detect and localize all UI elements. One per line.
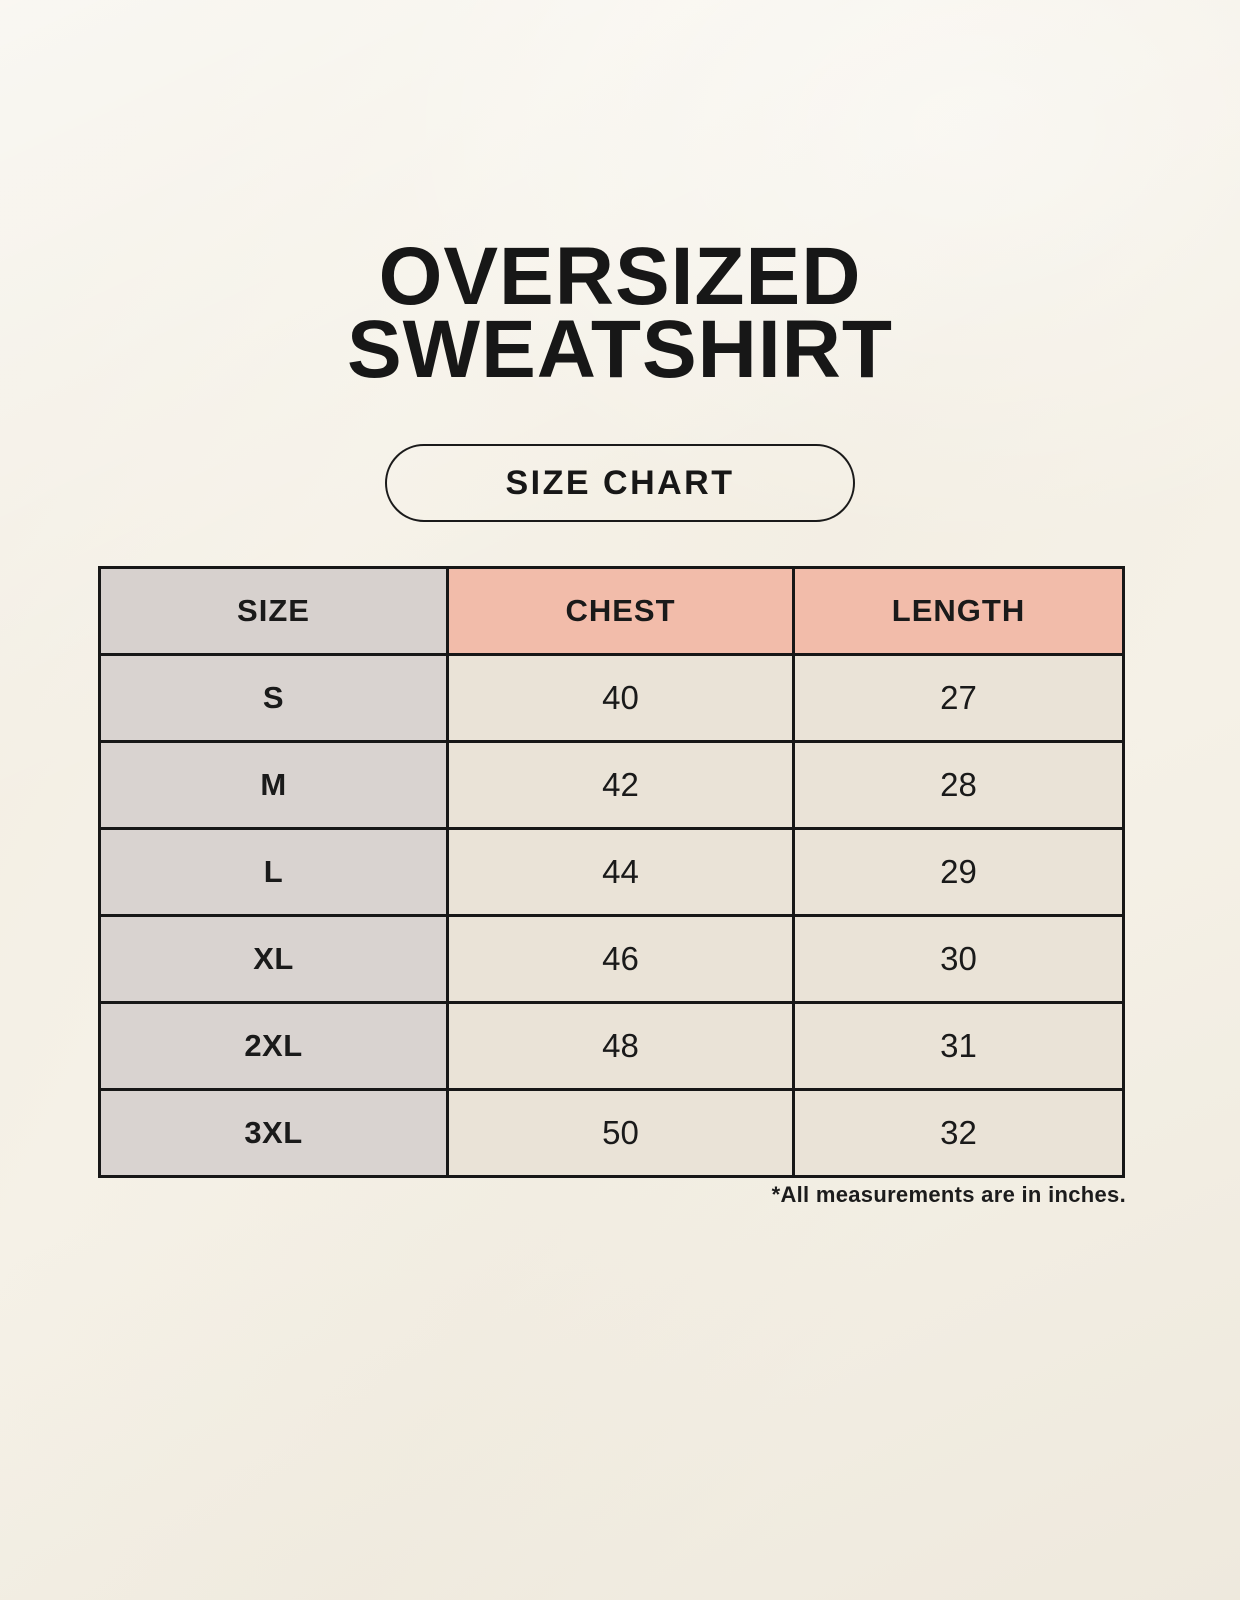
- length-value: 31: [792, 1001, 1125, 1091]
- length-value: 29: [792, 827, 1125, 917]
- table-row-l: L 44 29: [98, 827, 1125, 917]
- measurements-footnote: *All measurements are in inches.: [771, 1182, 1126, 1207]
- size-label: 3XL: [98, 1088, 449, 1178]
- table-header-row: SIZE CHEST LENGTH: [98, 566, 1125, 656]
- length-value: 27: [792, 653, 1125, 743]
- table-row-xl: XL 46 30: [98, 914, 1125, 1004]
- table-row-2xl: 2XL 48 31: [98, 1001, 1125, 1091]
- length-value: 28: [792, 740, 1125, 830]
- length-value: 32: [792, 1088, 1125, 1178]
- size-label: 2XL: [98, 1001, 449, 1091]
- size-chart-badge: SIZE CHART: [385, 444, 855, 522]
- table-row-3xl: 3XL 50 32: [98, 1088, 1125, 1178]
- product-title-line-2: SWEATSHIRT: [346, 304, 893, 395]
- size-chart-badge-label: SIZE CHART: [505, 463, 735, 502]
- size-label: M: [98, 740, 449, 830]
- header-cell-chest: CHEST: [446, 566, 795, 656]
- size-table: SIZE CHEST LENGTH S 40 27 M 42 28 L 44 2…: [98, 566, 1125, 1178]
- header-cell-size: SIZE: [98, 566, 449, 656]
- chest-value: 40: [446, 653, 795, 743]
- length-value: 30: [792, 914, 1125, 1004]
- chest-value: 50: [446, 1088, 795, 1178]
- chest-value: 48: [446, 1001, 795, 1091]
- table-row-m: M 42 28: [98, 740, 1125, 830]
- table-row-s: S 40 27: [98, 653, 1125, 743]
- size-label: S: [98, 653, 449, 743]
- size-label: XL: [98, 914, 449, 1004]
- product-title-line-1: OVERSIZED: [378, 231, 862, 322]
- chest-value: 46: [446, 914, 795, 1004]
- size-label: L: [98, 827, 449, 917]
- product-title: OVERSIZED SWEATSHIRT: [0, 231, 1240, 395]
- chest-value: 42: [446, 740, 795, 830]
- header-cell-length: LENGTH: [792, 566, 1125, 656]
- chest-value: 44: [446, 827, 795, 917]
